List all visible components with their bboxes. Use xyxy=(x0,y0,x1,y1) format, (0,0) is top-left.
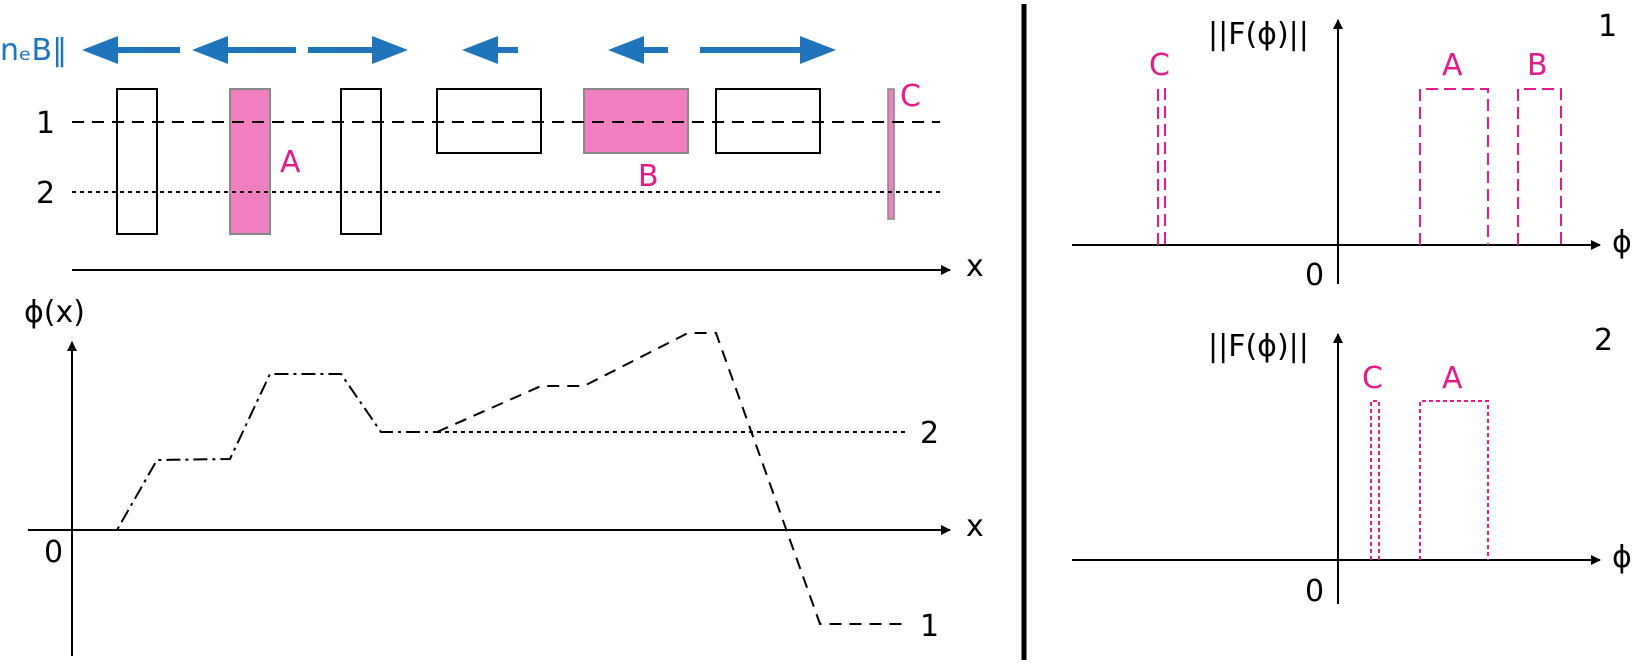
phase-profile-plot: ϕ(x) x 0 2 1 xyxy=(24,295,984,656)
phase-curve-shared xyxy=(72,373,437,531)
panel-label: 1 xyxy=(1598,9,1617,44)
line-2-label: 2 xyxy=(36,176,55,211)
x-axis-label: x xyxy=(966,509,984,544)
arrow-left-1 xyxy=(82,36,180,64)
panel-label: 2 xyxy=(1594,323,1613,358)
arrow-right-2 xyxy=(700,36,836,64)
arrow-left-4 xyxy=(608,36,668,64)
domain-box xyxy=(340,88,382,235)
x-axis-label: ϕ xyxy=(1612,540,1632,575)
region-b-label: B xyxy=(638,159,659,194)
phase-curve-1 xyxy=(436,332,905,625)
arrow-left-2 xyxy=(192,36,296,64)
y-axis-label: ||F(ϕ)|| xyxy=(1208,17,1309,52)
peak-c xyxy=(1157,88,1166,245)
domain-a xyxy=(229,88,271,235)
peak-a-label: A xyxy=(1442,48,1463,83)
origin-label: 0 xyxy=(44,535,63,570)
field-label: nₑB‖ xyxy=(0,33,67,68)
region-a-label: A xyxy=(280,145,301,180)
origin-label: 0 xyxy=(1305,258,1324,293)
domain-box xyxy=(715,88,821,154)
peak-c-label: C xyxy=(1149,48,1170,83)
peak-c-label: C xyxy=(1362,361,1383,396)
y-axis-label: ϕ(x) xyxy=(24,295,85,330)
line-1-label: 1 xyxy=(36,106,55,141)
arrow-right-1 xyxy=(308,36,408,64)
x-axis-label: ϕ xyxy=(1612,225,1632,260)
domain-c xyxy=(887,88,895,220)
curve-1-label: 1 xyxy=(920,609,939,644)
arrow-left-3 xyxy=(462,36,518,64)
region-c-label: C xyxy=(900,79,921,114)
spectrum-plot-2: ||F(ϕ)|| ϕ 0 2 C A xyxy=(1072,323,1632,609)
peak-b xyxy=(1517,88,1562,245)
peak-c xyxy=(1370,400,1380,560)
peak-a xyxy=(1419,88,1489,245)
origin-label: 0 xyxy=(1305,574,1324,609)
curve-2-label: 2 xyxy=(920,416,939,451)
field-arrows xyxy=(82,36,836,64)
y-axis-label: ||F(ϕ)|| xyxy=(1208,329,1309,364)
domain-box xyxy=(116,88,158,235)
peak-a-label: A xyxy=(1442,361,1463,396)
spectrum-plot-1: ||F(ϕ)|| ϕ 0 1 C A B xyxy=(1072,9,1632,293)
peak-a xyxy=(1419,400,1489,560)
domain-schematic: nₑB‖ xyxy=(0,33,984,284)
x-axis-label: x xyxy=(966,249,984,284)
peak-b-label: B xyxy=(1527,48,1548,83)
